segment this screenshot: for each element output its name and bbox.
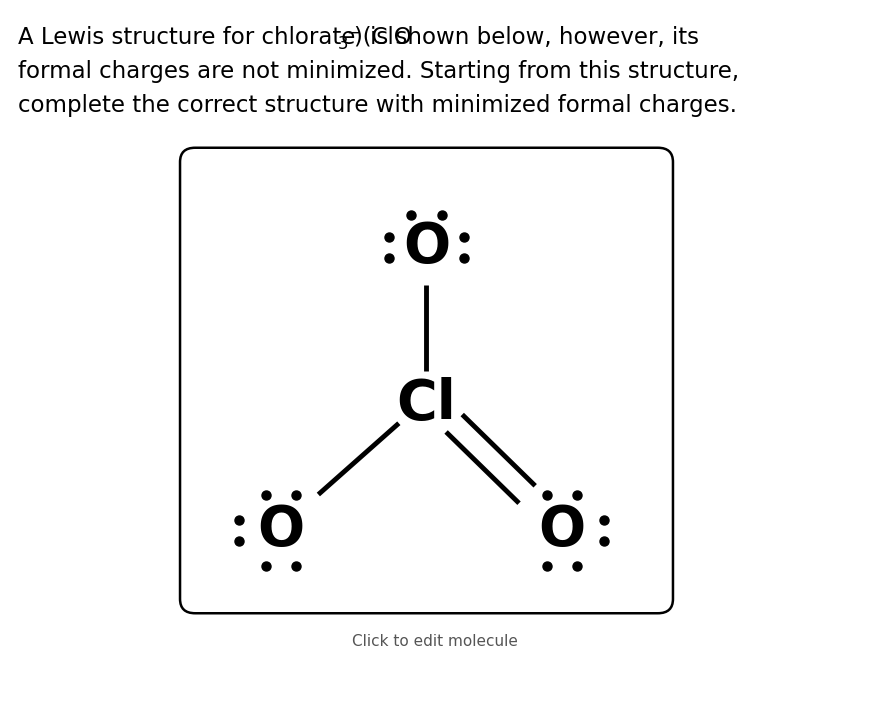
Text: formal charges are not minimized. Starting from this structure,: formal charges are not minimized. Starti… — [18, 60, 739, 83]
Text: 3: 3 — [338, 35, 348, 53]
FancyBboxPatch shape — [180, 147, 673, 613]
Text: Cl: Cl — [396, 377, 456, 431]
Text: O: O — [538, 503, 585, 557]
Text: complete the correct structure with minimized formal charges.: complete the correct structure with mini… — [18, 94, 736, 117]
Text: A Lewis structure for chlorate (ClO: A Lewis structure for chlorate (ClO — [18, 26, 411, 49]
Text: ) is shown below, however, its: ) is shown below, however, its — [354, 26, 699, 49]
Text: Click to edit molecule: Click to edit molecule — [352, 634, 517, 649]
Text: O: O — [402, 221, 449, 274]
Text: −: − — [346, 24, 360, 42]
Text: O: O — [256, 503, 304, 557]
